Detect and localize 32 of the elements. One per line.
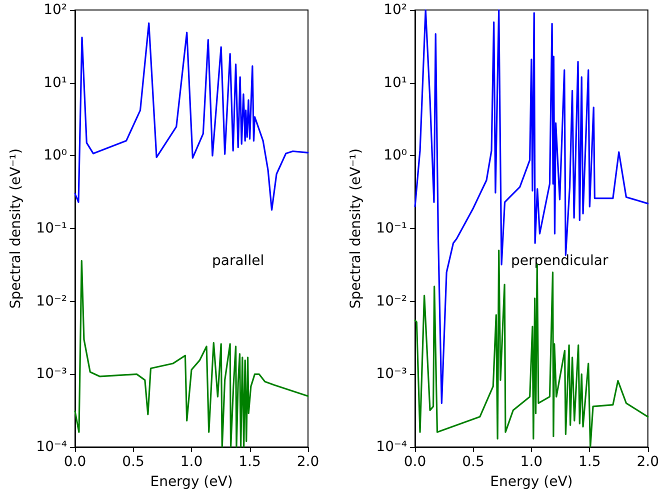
x-tick-label: 1.5	[238, 454, 261, 470]
annotation: parallel	[212, 253, 264, 269]
y-tick-label: 10⁻⁴	[36, 439, 68, 455]
x-tick-label: 2.0	[296, 454, 320, 470]
y-tick-label: 10²	[44, 2, 67, 18]
y-tick-label: 10⁻¹	[36, 220, 67, 236]
x-axis-title: Energy (eV)	[150, 474, 233, 490]
y-tick-label: 10²	[384, 2, 407, 18]
y-tick-label: 10¹	[384, 74, 407, 91]
y-tick-label: 10⁻²	[376, 293, 407, 310]
y-tick-label: 10⁻²	[36, 293, 67, 310]
x-tick-label: 2.0	[636, 454, 659, 470]
y-axis-title: Spectral density (eV⁻¹)	[8, 148, 24, 309]
x-tick-label: 1.0	[180, 454, 203, 470]
y-tick-label: 10⁻³	[376, 366, 407, 382]
y-tick-label: 10⁻¹	[376, 220, 407, 236]
annotation: perpendicular	[511, 253, 608, 269]
y-tick-label: 10¹	[44, 74, 67, 91]
y-tick-label: 10⁰	[44, 148, 68, 164]
x-tick-label: 0.0	[404, 454, 426, 470]
x-tick-label: 0.5	[122, 454, 144, 470]
y-tick-label: 10⁻⁴	[376, 439, 408, 455]
line-series	[414, 9, 649, 404]
y-tick-label: 10⁰	[384, 148, 408, 164]
x-axis-title: Energy (eV)	[490, 474, 573, 490]
x-tick-label: 1.0	[520, 454, 543, 470]
x-tick-label: 1.5	[578, 454, 601, 470]
x-tick-label: 0.5	[462, 454, 484, 470]
line-series	[74, 22, 309, 211]
y-tick-label: 10⁻³	[36, 366, 67, 382]
x-tick-label: 0.0	[64, 454, 86, 470]
y-axis-title: Spectral density (eV⁻¹)	[348, 148, 364, 309]
